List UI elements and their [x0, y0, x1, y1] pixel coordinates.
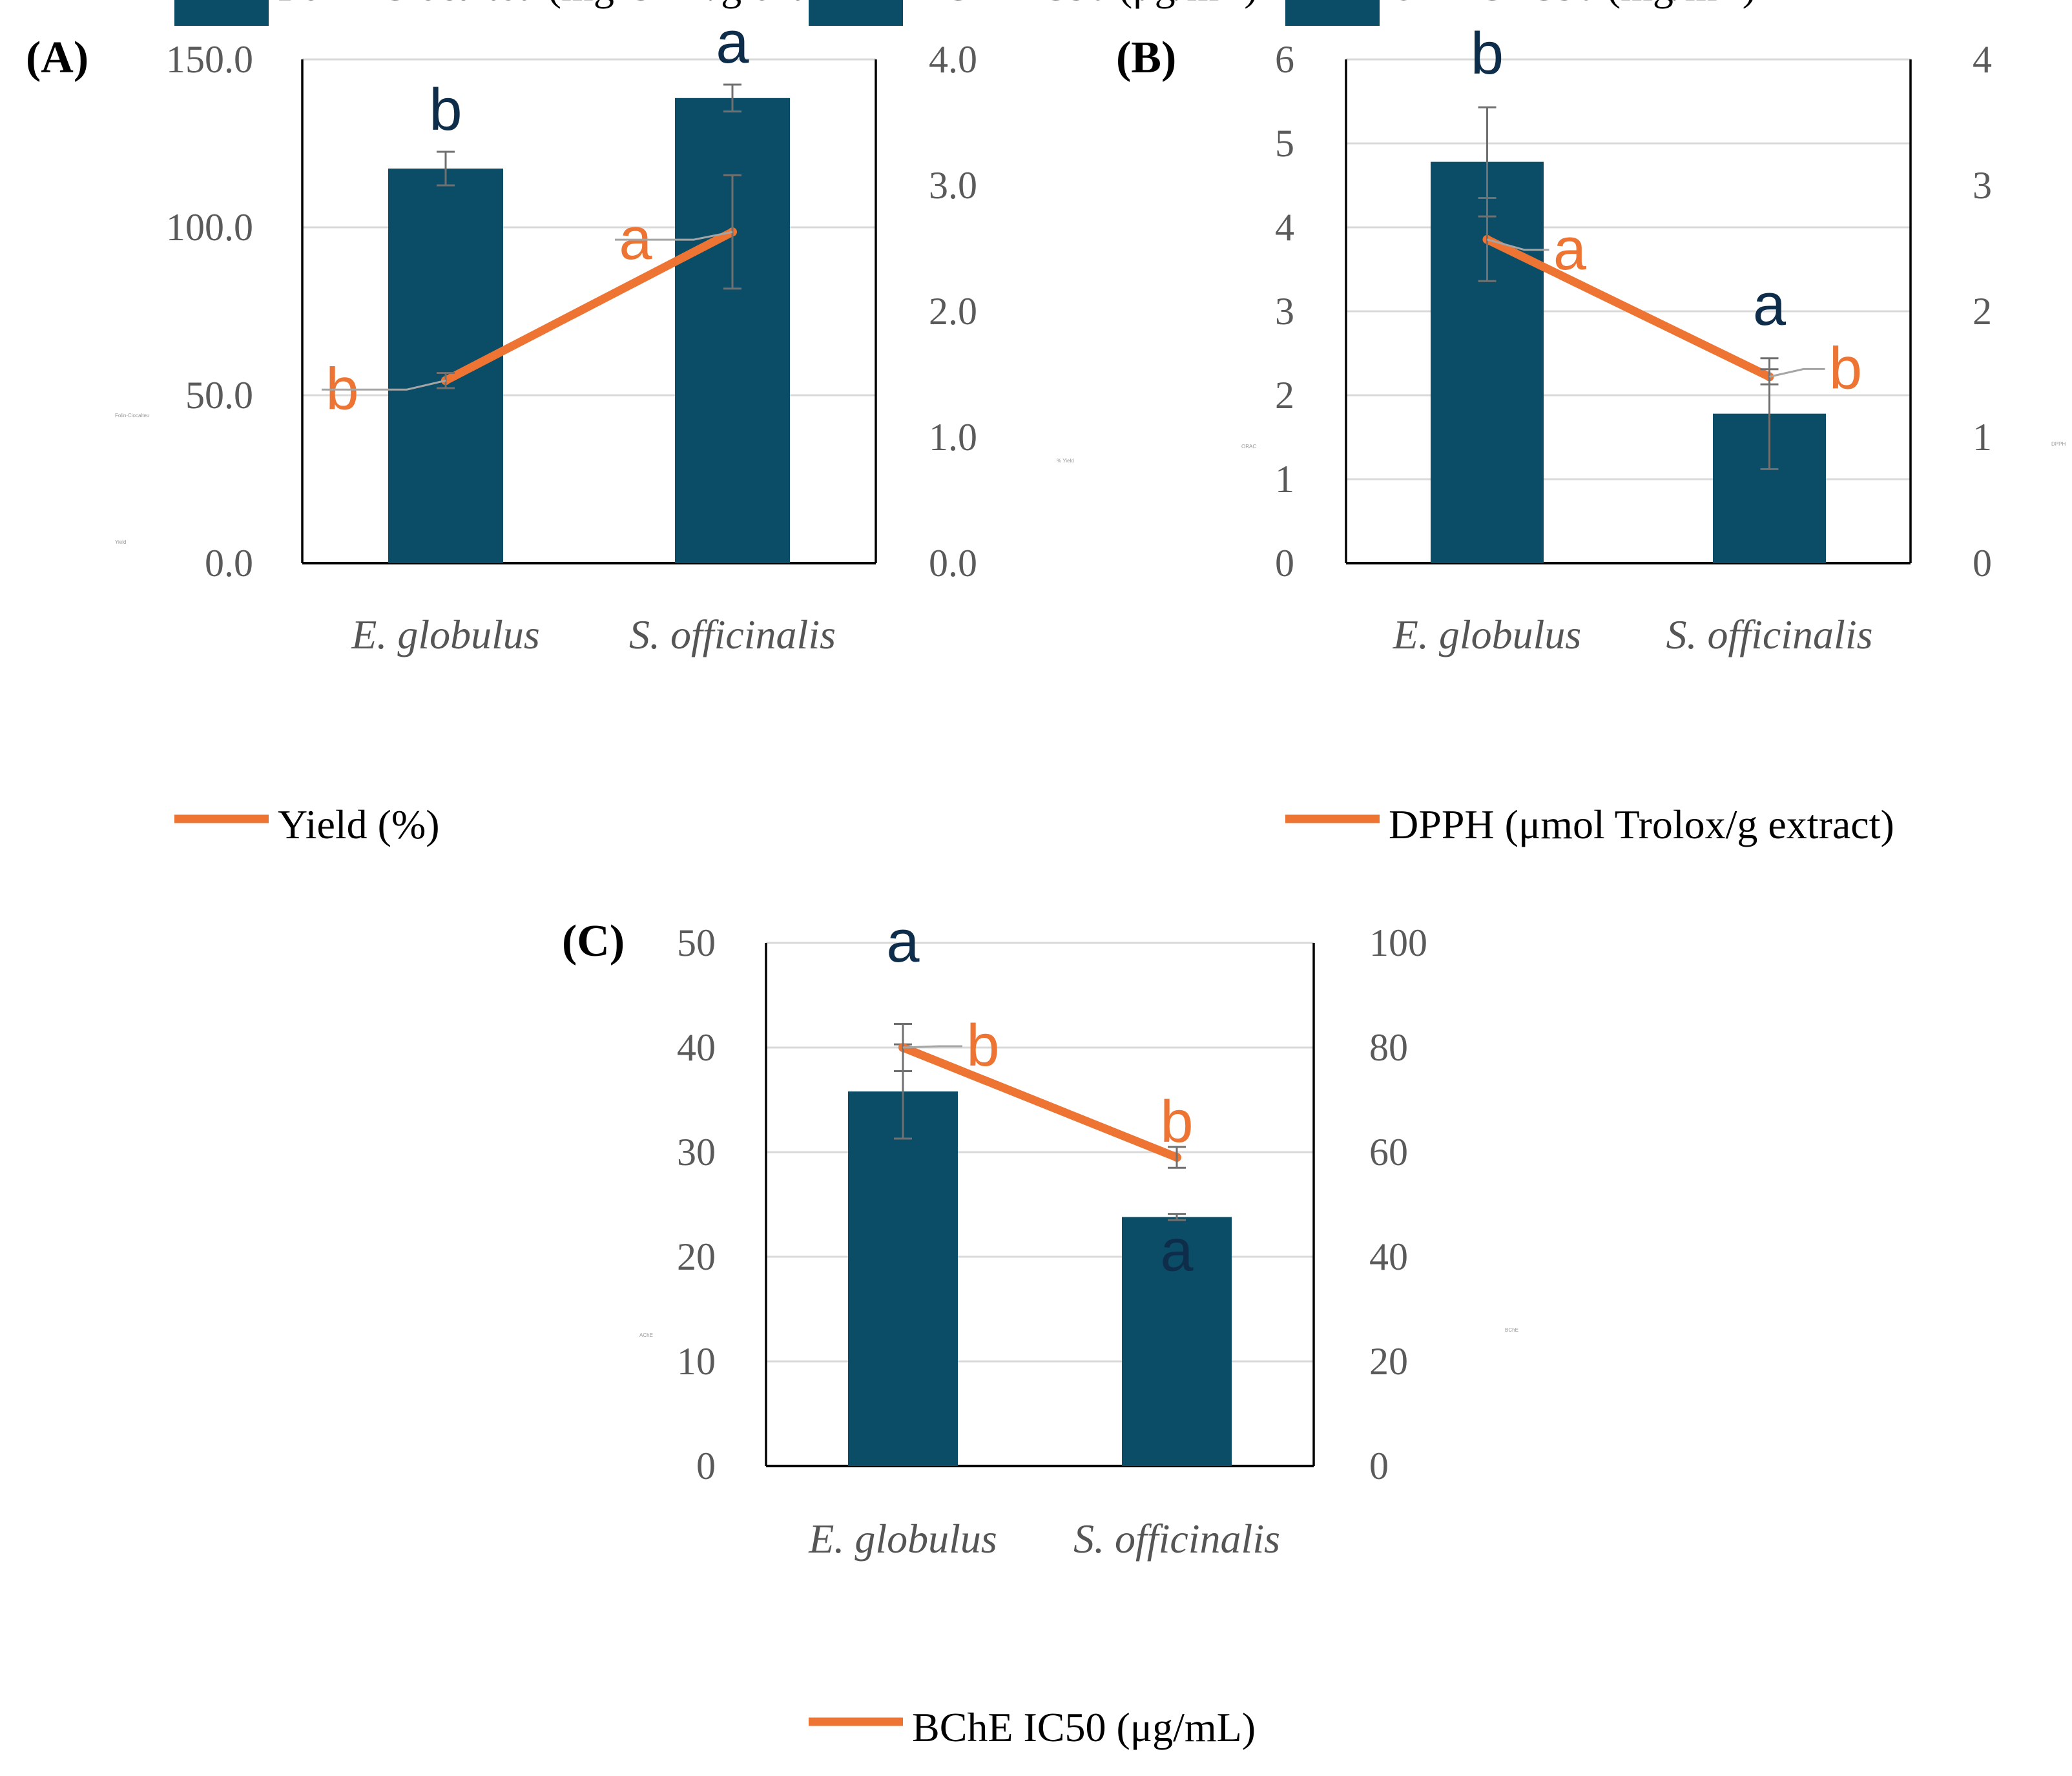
left-tick-label: 0: [1275, 542, 1294, 584]
line-significance-letter: b: [1829, 335, 1862, 401]
right-tick-label: 0.0: [929, 542, 977, 584]
category-label: E. globulus: [351, 612, 540, 657]
bar-significance-letter: a: [1753, 272, 1787, 338]
bar: [388, 169, 503, 563]
left-tick-label: 40: [677, 1026, 716, 1069]
line-significance-letter: b: [966, 1013, 999, 1079]
tiny-left-label-a2: Yield: [115, 539, 127, 545]
letter-connector: [902, 1045, 962, 1049]
letter-connector: [615, 231, 733, 241]
left-tick-label: 0: [696, 1445, 716, 1487]
right-tick-label: 0: [1369, 1445, 1389, 1487]
panel-label: (A): [26, 33, 88, 83]
letter-connector: [1769, 367, 1825, 378]
legend-line-label: DPPH (μmol Trolox/g extract): [1389, 801, 1894, 847]
series-line: [1483, 235, 1774, 381]
series-line: [898, 1043, 1181, 1162]
left-tick-label: 100.0: [166, 206, 253, 249]
letter-connector: [322, 379, 446, 391]
panel-a: (A)0.050.0100.0150.00.01.02.03.04.0babaE…: [26, 10, 977, 657]
tiny-right-label-a: % Yield: [1057, 458, 1074, 464]
right-tick-label: 3: [1973, 164, 1992, 207]
right-tick-label: 100: [1369, 922, 1427, 964]
right-tick-label: 80: [1369, 1026, 1408, 1069]
bar-significance-letter: b: [1471, 21, 1504, 87]
panel-label: (B): [1116, 33, 1176, 83]
left-tick-label: 6: [1275, 38, 1294, 81]
legend-bar-label: ORAC IC50 (mg/mL): [1389, 0, 1756, 9]
legend-bar-swatch: [1285, 0, 1380, 26]
bar-significance-letter: a: [1160, 1218, 1194, 1284]
left-tick-label: 10: [677, 1340, 716, 1383]
legend-line-label: Yield (%): [278, 801, 440, 847]
category-label: S. officinalis: [1666, 612, 1873, 657]
left-tick-label: 5: [1275, 122, 1294, 165]
right-tick-label: 3.0: [929, 164, 977, 207]
right-tick-label: 60: [1369, 1131, 1408, 1173]
series-line: [441, 227, 737, 385]
letter-connector: [1487, 238, 1549, 251]
right-tick-label: 40: [1369, 1235, 1408, 1278]
legend-line-label: BChE IC50 (μg/mL): [912, 1704, 1256, 1750]
tiny-left-label-b: ORAC: [1241, 444, 1256, 449]
tiny-left-label-a: Folin-Ciocalteu: [115, 413, 149, 418]
legend-bar-swatch: [809, 0, 903, 26]
right-tick-label: 2: [1973, 290, 1992, 333]
right-tick-label: 20: [1369, 1340, 1408, 1383]
tiny-right-label-c: BChE: [1505, 1327, 1518, 1333]
legend-bar-swatch: [174, 0, 269, 26]
legends: Folin-Ciocalteu (mg GAE/g extract) Yield …: [174, 0, 1894, 1750]
right-tick-label: 1: [1973, 416, 1992, 459]
right-tick-label: 1.0: [929, 416, 977, 459]
tiny-right-label-b: DPPH: [2051, 441, 2066, 447]
category-label: E. globulus: [808, 1516, 997, 1562]
bar: [848, 1091, 958, 1466]
left-tick-label: 30: [677, 1131, 716, 1173]
left-tick-label: 2: [1275, 374, 1294, 417]
category-label: E. globulus: [1393, 612, 1582, 657]
left-tick-label: 50: [677, 922, 716, 964]
bar-significance-letter: b: [429, 77, 462, 143]
left-tick-label: 1: [1275, 458, 1294, 501]
legend-bar-label: Folin-Ciocalteu (mg GAE/g extract): [278, 0, 878, 9]
line-significance-letter: a: [1553, 216, 1587, 282]
bar-significance-letter: a: [716, 10, 749, 76]
bar: [675, 98, 790, 564]
line-significance-letter: b: [1160, 1089, 1193, 1155]
bar: [1122, 1217, 1232, 1466]
left-tick-label: 150.0: [166, 38, 253, 81]
category-label: S. officinalis: [629, 612, 836, 657]
left-tick-label: 3: [1275, 290, 1294, 333]
right-tick-label: 4.0: [929, 38, 977, 81]
category-label: S. officinalis: [1073, 1516, 1280, 1562]
left-tick-label: 20: [677, 1235, 716, 1278]
right-tick-label: 2.0: [929, 290, 977, 333]
right-tick-label: 0: [1973, 542, 1992, 584]
legend-bar-label: AChE IC50 (μg/mL): [912, 0, 1258, 9]
left-tick-label: 4: [1275, 206, 1294, 249]
panel-label: (C): [562, 916, 625, 966]
tiny-axis-labels: Folin-Ciocalteu Yield % Yield ORAC DPPH …: [115, 413, 2066, 1338]
left-tick-label: 50.0: [185, 374, 253, 417]
tiny-left-label-c: AChE: [639, 1332, 653, 1338]
bar-significance-letter: a: [886, 909, 920, 975]
left-tick-label: 0.0: [205, 542, 253, 584]
right-tick-label: 4: [1973, 38, 1992, 81]
